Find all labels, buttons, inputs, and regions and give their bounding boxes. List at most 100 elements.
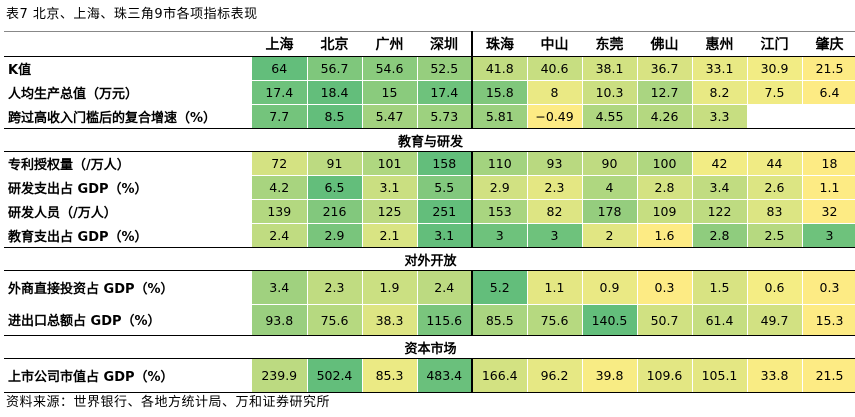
source-note: 资料来源：世界银行、各地方统计局、万和证券研究所 xyxy=(6,395,331,410)
value-cell: 93 xyxy=(527,151,583,176)
row-label: 上市公司市值占 GDP（%） xyxy=(4,358,252,393)
value-cell: 178 xyxy=(582,199,638,224)
value-cell: 1.5 xyxy=(692,270,748,305)
value-cell: 52.5 xyxy=(417,56,473,81)
table-row: 专利授权量（/万人） 72 91 101 158 110 93 90 100 42 44 18 xyxy=(4,151,855,176)
table-row: 上市公司市值占 GDP（%） 239.9 502.4 85.3 483.4 166.4 96… xyxy=(4,358,855,393)
value-cell: 50.7 xyxy=(637,304,693,336)
value-cell: 83 xyxy=(747,199,803,224)
value-cell: 2.8 xyxy=(637,175,693,200)
value-cell: 38.1 xyxy=(582,56,638,81)
value-cell: 42 xyxy=(692,151,748,176)
value-cell: 21.5 xyxy=(802,358,855,393)
row-label: 进出口总额占 GDP（%） xyxy=(4,304,252,336)
table-row: 跨过高收入门槛后的复合增速（%） 7.7 8.5 5.47 5.73 5.81 −0.49 4… xyxy=(4,104,855,129)
row-label: 外商直接投资占 GDP（%） xyxy=(8,282,174,298)
value-cell: 18 xyxy=(802,151,855,176)
value-cell: 105.1 xyxy=(692,358,748,393)
value-cell: 2.3 xyxy=(527,175,583,200)
row-label: 人均生产总值（万元） xyxy=(8,87,139,102)
value-cell: 483.4 xyxy=(417,358,473,393)
value-cell: 40.6 xyxy=(527,56,583,81)
value-cell: 6.4 xyxy=(802,80,855,105)
value-cell: 8 xyxy=(527,80,583,105)
header-city: 惠州 xyxy=(692,31,747,57)
value-cell: 93.8 xyxy=(252,304,308,336)
row-label: 专利授权量（/万人） xyxy=(8,158,130,174)
value-cell: 38.3 xyxy=(362,304,418,336)
value-cell: 3.3 xyxy=(692,104,748,129)
value-cell: 2.6 xyxy=(747,175,803,200)
value-cell: 6.5 xyxy=(307,175,363,200)
value-cell: 166.4 xyxy=(471,358,528,393)
header-city: 广州 xyxy=(362,31,417,57)
value-cell: 41.8 xyxy=(471,56,528,81)
value-cell: 12.7 xyxy=(637,80,693,105)
value-cell: 122 xyxy=(692,199,748,224)
value-cell: 239.9 xyxy=(252,358,308,393)
value-cell: 110 xyxy=(471,151,528,176)
section-header: 对外开放 xyxy=(4,247,855,271)
value-cell: 3.4 xyxy=(252,270,308,305)
value-cell: 4.2 xyxy=(252,175,308,200)
value-cell: 2.3 xyxy=(307,270,363,305)
value-cell: 64 xyxy=(252,56,308,81)
value-cell: 15.8 xyxy=(471,80,528,105)
value-cell: 36.7 xyxy=(637,56,693,81)
value-cell: 5.73 xyxy=(417,104,473,129)
table-row: 外商直接投资占 GDP（%） 3.4 2.3 1.9 2.4 5.2 1.1 0.9 0.3 1.… xyxy=(4,270,855,305)
value-cell: 18.4 xyxy=(307,80,363,105)
value-cell xyxy=(802,104,855,129)
value-cell: 5.2 xyxy=(471,270,528,305)
row-label: K值 xyxy=(8,63,32,79)
header-city: 江门 xyxy=(747,31,802,57)
value-cell: 4.55 xyxy=(582,104,638,129)
value-cell: 4.26 xyxy=(637,104,693,129)
value-cell: 96.2 xyxy=(527,358,583,393)
value-cell: 3 xyxy=(527,223,583,248)
value-cell xyxy=(747,104,803,129)
value-cell: 82 xyxy=(527,199,583,224)
table-row: 教育支出占 GDP（%） 2.4 2.9 2.1 3.1 3 3 2 1.6 2.8 2.5 3 xyxy=(4,223,855,248)
header-city: 北京 xyxy=(307,31,362,57)
value-cell: 2.5 xyxy=(747,223,803,248)
table-row: 研发支出占 GDP（%） 4.2 6.5 3.1 5.5 2.9 2.3 4 2.8 3.4 2.6… xyxy=(4,175,855,200)
section-title: 教育与研发 xyxy=(4,128,855,152)
section-title: 对外开放 xyxy=(4,247,855,271)
value-cell: 54.6 xyxy=(362,56,418,81)
value-cell: 0.6 xyxy=(747,270,803,305)
value-cell: 75.6 xyxy=(527,304,583,336)
value-cell: 44 xyxy=(747,151,803,176)
value-cell: 0.9 xyxy=(582,270,638,305)
value-cell: 158 xyxy=(417,151,473,176)
table-row: 人均生产总值（万元） 17.4 18.4 15 17.4 15.8 8 10.3 12.7 8.2… xyxy=(4,80,855,105)
value-cell: 10.3 xyxy=(582,80,638,105)
indicator-table: 上海 北京 广州 深圳 珠海 中山 东莞 佛山 惠州 江门 肇庆 K值 64 56.7 54.6 52.5 4… xyxy=(4,31,855,393)
value-cell: 251 xyxy=(417,199,473,224)
value-cell: 502.4 xyxy=(307,358,363,393)
value-cell: 2.9 xyxy=(307,223,363,248)
value-cell: 90 xyxy=(582,151,638,176)
value-cell: 85.5 xyxy=(471,304,528,336)
header-city: 珠海 xyxy=(471,31,527,57)
value-cell: 139 xyxy=(252,199,308,224)
value-cell: 3 xyxy=(802,223,855,248)
value-cell: 125 xyxy=(362,199,418,224)
value-cell: 72 xyxy=(252,151,308,176)
value-cell: 1.1 xyxy=(802,175,855,200)
value-cell: 2.1 xyxy=(362,223,418,248)
value-cell: 153 xyxy=(471,199,528,224)
header-row: 上海 北京 广州 深圳 珠海 中山 东莞 佛山 惠州 江门 肇庆 xyxy=(4,31,855,57)
value-cell: 140.5 xyxy=(582,304,638,336)
value-cell: 30.9 xyxy=(747,56,803,81)
value-cell: 8.2 xyxy=(692,80,748,105)
value-cell: 2.8 xyxy=(692,223,748,248)
value-cell: 49.7 xyxy=(747,304,803,336)
value-cell: 115.6 xyxy=(417,304,473,336)
value-cell: 3.1 xyxy=(362,175,418,200)
value-cell: 4 xyxy=(582,175,638,200)
value-cell: 109.6 xyxy=(637,358,693,393)
value-cell: 85.3 xyxy=(362,358,418,393)
row-label: 研发人员（/万人） xyxy=(8,206,117,221)
value-cell: 15.3 xyxy=(802,304,855,336)
